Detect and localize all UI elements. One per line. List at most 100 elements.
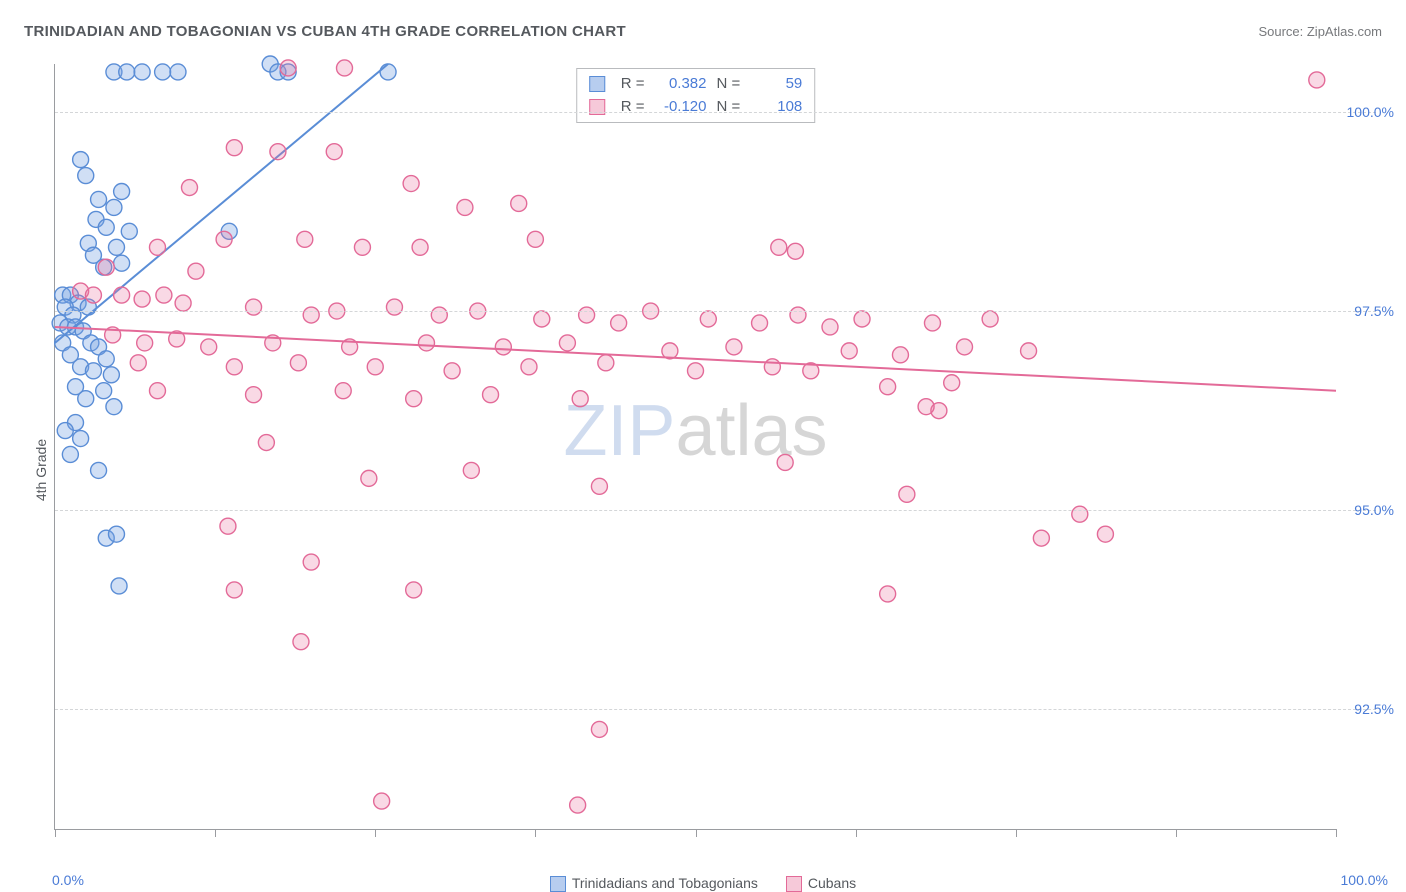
data-point <box>114 184 130 200</box>
data-point <box>1021 343 1037 359</box>
legend-r-value-1: -0.120 <box>655 96 707 119</box>
data-point <box>403 176 419 192</box>
data-point <box>892 347 908 363</box>
plot-svg <box>55 64 1336 829</box>
data-point <box>880 586 896 602</box>
data-point <box>367 359 383 375</box>
data-point <box>98 219 114 235</box>
data-point <box>534 311 550 327</box>
data-point <box>149 239 165 255</box>
data-point <box>688 363 704 379</box>
data-point <box>611 315 627 331</box>
gridline-h <box>55 510 1376 511</box>
data-point <box>918 399 934 415</box>
data-point <box>290 355 306 371</box>
data-point <box>57 423 73 439</box>
data-point <box>134 64 150 80</box>
legend-bottom-swatch-1 <box>786 876 802 892</box>
x-tick <box>535 829 536 837</box>
y-tick-label: 97.5% <box>1354 303 1394 319</box>
y-axis-label: 4th Grade <box>33 439 49 501</box>
data-point <box>98 351 114 367</box>
data-point <box>188 263 204 279</box>
data-point <box>752 315 768 331</box>
data-point <box>130 355 146 371</box>
data-point <box>297 231 313 247</box>
x-tick <box>696 829 697 837</box>
data-point <box>335 383 351 399</box>
x-tick <box>215 829 216 837</box>
data-point <box>1033 530 1049 546</box>
y-tick-label: 95.0% <box>1354 502 1394 518</box>
data-point <box>78 168 94 184</box>
data-point <box>303 554 319 570</box>
data-point <box>957 339 973 355</box>
x-tick <box>1016 829 1017 837</box>
data-point <box>924 315 940 331</box>
data-point <box>106 399 122 415</box>
legend-top-row-1: R = -0.120 N = 108 <box>589 96 803 119</box>
data-point <box>1097 526 1113 542</box>
data-point <box>457 199 473 215</box>
data-point <box>841 343 857 359</box>
gridline-h <box>55 311 1376 312</box>
data-point <box>1309 72 1325 88</box>
data-point <box>337 60 353 76</box>
data-point <box>98 259 114 275</box>
data-point <box>374 793 390 809</box>
data-point <box>111 578 127 594</box>
data-point <box>380 64 396 80</box>
data-point <box>559 335 575 351</box>
gridline-h <box>55 709 1376 710</box>
data-point <box>361 470 377 486</box>
x-tick <box>55 829 56 837</box>
data-point <box>598 355 614 371</box>
data-point <box>854 311 870 327</box>
data-point <box>579 307 595 323</box>
data-point <box>1072 506 1088 522</box>
data-point <box>62 446 78 462</box>
legend-r-label: R = <box>621 73 645 96</box>
data-point <box>483 387 499 403</box>
data-point <box>354 239 370 255</box>
y-tick-label: 100.0% <box>1347 104 1394 120</box>
data-point <box>303 307 319 323</box>
data-point <box>521 359 537 375</box>
data-point <box>463 462 479 478</box>
data-point <box>771 239 787 255</box>
x-tick <box>375 829 376 837</box>
data-point <box>880 379 896 395</box>
legend-n-label: N = <box>717 73 741 96</box>
data-point <box>293 634 309 650</box>
data-point <box>570 797 586 813</box>
source-label: Source: ZipAtlas.com <box>1258 24 1382 39</box>
data-point <box>591 478 607 494</box>
data-point <box>412 239 428 255</box>
data-point <box>156 287 172 303</box>
data-point <box>220 518 236 534</box>
legend-top: R = 0.382 N = 59 R = -0.120 N = 108 <box>576 68 816 123</box>
data-point <box>326 144 342 160</box>
data-point <box>106 199 122 215</box>
data-point <box>527 231 543 247</box>
data-point <box>114 255 130 271</box>
data-point <box>822 319 838 335</box>
data-point <box>764 359 780 375</box>
data-point <box>119 64 135 80</box>
data-point <box>226 582 242 598</box>
data-point <box>700 311 716 327</box>
data-point <box>406 391 422 407</box>
data-point <box>572 391 588 407</box>
data-point <box>280 60 296 76</box>
data-point <box>444 363 460 379</box>
x-tick <box>1176 829 1177 837</box>
data-point <box>246 387 262 403</box>
data-point <box>418 335 434 351</box>
data-point <box>78 391 94 407</box>
legend-r-label: R = <box>621 96 645 119</box>
data-point <box>96 383 112 399</box>
data-point <box>134 291 150 307</box>
data-point <box>73 431 89 447</box>
data-point <box>226 140 242 156</box>
data-point <box>182 180 198 196</box>
